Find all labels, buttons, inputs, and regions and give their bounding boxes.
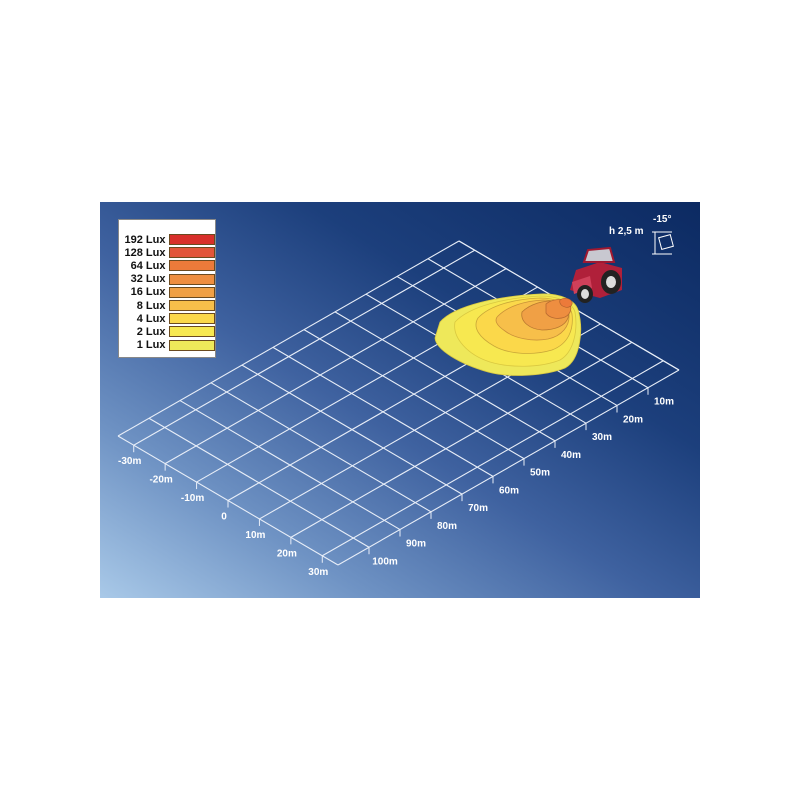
lateral-tick-label: 30m xyxy=(308,567,328,578)
legend-swatch xyxy=(169,273,215,285)
distance-tick-label: 40m xyxy=(561,450,581,461)
contour-64-lux xyxy=(559,297,573,308)
lateral-tick-label: 0 xyxy=(221,512,227,523)
legend-swatch xyxy=(169,286,215,298)
distance-tick-label: 70m xyxy=(468,503,488,514)
distance-tick-label: 100m xyxy=(372,556,398,567)
legend-label: 64 Lux xyxy=(130,259,166,272)
legend-item: 2 Lux xyxy=(119,325,215,338)
ground-grid: 10m 20m 30m 40m 50m 60m 70m 80m 90m 100m -30m -20m-… xyxy=(117,240,680,578)
legend-swatch xyxy=(169,234,215,246)
lamp-angle-icon xyxy=(652,231,674,255)
grid-line-lateral xyxy=(337,369,680,566)
legend-label: 192 Lux xyxy=(124,233,166,246)
distance-tick-label: 90m xyxy=(406,539,426,550)
distance-tick-label: 10m xyxy=(654,397,674,408)
distance-tick-label: 50m xyxy=(530,468,550,479)
legend-item: 16 Lux xyxy=(119,286,215,299)
legend-label: 16 Lux xyxy=(130,286,166,299)
legend-label: 128 Lux xyxy=(124,246,166,259)
legend-item: 192 Lux xyxy=(119,233,215,246)
distance-tick-label: 80m xyxy=(437,521,457,532)
grid-line-lateral xyxy=(117,240,460,437)
grid-line-lateral xyxy=(290,341,633,538)
lateral-tick-label: -10m xyxy=(181,493,204,504)
lux-legend: 192 Lux 128 Lux 64 Lux 32 Lux 16 Lux 8 Lux 4 L… xyxy=(118,219,216,358)
legend-item: 128 Lux xyxy=(119,246,215,259)
distance-tick-label: 60m xyxy=(499,485,519,496)
legend-swatch xyxy=(169,300,215,312)
lateral-tick-label: 10m xyxy=(245,530,265,541)
legend-label: 32 Lux xyxy=(130,273,166,286)
mount-angle-label: -15° xyxy=(653,214,672,225)
legend-swatch xyxy=(169,247,215,259)
grid-line-lateral xyxy=(322,360,664,557)
tractor-icon xyxy=(570,246,622,303)
legend-item: 32 Lux xyxy=(119,273,215,286)
legend-item: 8 Lux xyxy=(119,299,215,312)
light-pattern xyxy=(434,293,582,376)
lateral-tick-label: 20m xyxy=(277,548,297,559)
legend-swatch xyxy=(169,313,215,325)
legend-swatch xyxy=(169,326,215,338)
legend-label: 4 Lux xyxy=(136,312,166,325)
legend-label: 8 Lux xyxy=(136,299,166,312)
legend-item: 1 Lux xyxy=(119,339,215,352)
legend-item: 4 Lux xyxy=(119,312,215,325)
distance-tick-label: 30m xyxy=(592,432,612,443)
legend-label: 1 Lux xyxy=(136,339,166,352)
mount-height-label: h 2,5 m xyxy=(609,226,644,237)
lateral-tick-label: -20m xyxy=(149,475,172,486)
legend-label: 2 Lux xyxy=(136,325,166,338)
legend-swatch xyxy=(169,260,215,272)
grid-line-lateral xyxy=(164,268,507,465)
legend-swatch xyxy=(169,339,215,351)
grid-line-lateral xyxy=(133,249,475,446)
distance-tick-label: 20m xyxy=(623,414,643,425)
lateral-tick-label: -30m xyxy=(118,456,141,467)
legend-item: 64 Lux xyxy=(119,259,215,272)
